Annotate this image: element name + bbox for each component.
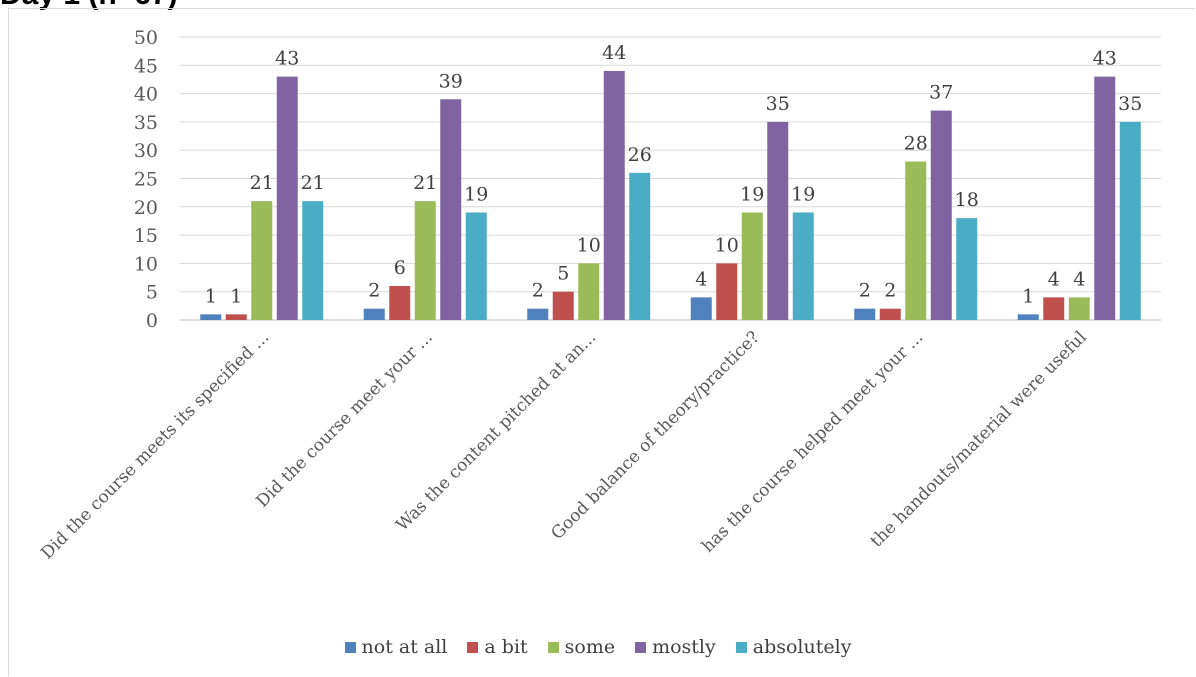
category-label: Was the content pitched at an... [392, 327, 600, 535]
data-label: 39 [439, 70, 463, 92]
data-label: 19 [791, 183, 815, 205]
bar [956, 218, 978, 320]
legend-swatch [467, 641, 479, 653]
page-title: Day 1 (n=67) [0, 0, 178, 12]
data-label: 35 [1118, 93, 1142, 115]
bar [792, 212, 814, 320]
legend-item: mostly [635, 636, 716, 658]
bar [389, 286, 411, 320]
data-label: 4 [1073, 268, 1085, 290]
legend-label: some [564, 636, 616, 658]
data-label: 43 [1093, 48, 1117, 70]
y-tick-label: 10 [134, 253, 158, 275]
bar [578, 263, 600, 320]
bar [200, 314, 222, 320]
data-label: 18 [955, 189, 979, 211]
data-label: 35 [766, 93, 790, 115]
data-label: 21 [301, 172, 325, 194]
data-label: 1 [230, 285, 242, 307]
bar [1017, 314, 1039, 320]
y-tick-label: 25 [134, 169, 158, 191]
bar [741, 212, 763, 320]
bar [1043, 297, 1065, 320]
data-label: 4 [1048, 268, 1060, 290]
data-label: 1 [1022, 285, 1034, 307]
data-label: 6 [394, 257, 406, 279]
y-tick-label: 30 [134, 140, 158, 162]
legend-swatch [344, 641, 356, 653]
data-label: 21 [413, 172, 437, 194]
data-label: 2 [532, 280, 544, 302]
bar [767, 121, 789, 321]
bar [414, 201, 436, 320]
bar [716, 263, 738, 320]
legend-swatch [635, 641, 647, 653]
data-label: 28 [904, 133, 928, 155]
legend-item: some [547, 636, 616, 658]
data-label: 10 [577, 234, 601, 256]
bar [879, 308, 901, 320]
legend-swatch [735, 641, 747, 653]
legend-label: absolutely [752, 636, 852, 658]
legend-label: not at all [361, 636, 448, 658]
legend-swatch [547, 641, 559, 653]
y-tick-label: 15 [134, 225, 158, 247]
bar [440, 99, 462, 320]
data-label: 5 [557, 263, 569, 285]
data-label: 21 [250, 172, 274, 194]
bar [552, 291, 574, 320]
category-label: Did the course meets its specified ... [37, 327, 273, 563]
data-label: 19 [464, 183, 488, 205]
data-label: 37 [929, 82, 953, 104]
data-label: 19 [740, 183, 764, 205]
bar [251, 201, 273, 320]
y-tick-label: 5 [146, 282, 158, 304]
bar [302, 201, 324, 320]
data-label: 10 [715, 234, 739, 256]
bar [527, 308, 549, 320]
bar [690, 297, 712, 320]
legend-label: mostly [652, 636, 716, 658]
y-tick-label: 40 [134, 84, 158, 106]
data-label: 4 [695, 268, 707, 290]
y-tick-label: 0 [146, 310, 158, 332]
data-label: 1 [205, 285, 217, 307]
y-tick-label: 50 [134, 27, 158, 49]
bar [1119, 121, 1141, 321]
legend-item: absolutely [735, 636, 852, 658]
chart-legend: not at all a bit some mostly absolutely [0, 636, 1196, 658]
y-tick-label: 45 [134, 55, 158, 77]
bar [363, 308, 385, 320]
bar [276, 76, 298, 321]
legend-label: a bit [484, 636, 528, 658]
bar [465, 212, 487, 320]
bar [1068, 297, 1090, 320]
bar [225, 314, 247, 320]
bar [629, 172, 651, 320]
data-label: 44 [602, 42, 626, 64]
bar [930, 110, 952, 320]
bar [854, 308, 876, 320]
data-label: 2 [368, 280, 380, 302]
data-label: 43 [275, 48, 299, 70]
bar [905, 161, 927, 320]
category-label: Did the course meet your ... [252, 327, 436, 511]
data-label: 2 [859, 280, 871, 302]
legend-item: not at all [344, 636, 448, 658]
chart-frame [8, 8, 1195, 676]
bar [603, 70, 625, 321]
y-tick-label: 35 [134, 112, 158, 134]
bar [1094, 76, 1116, 321]
data-label: 2 [884, 280, 896, 302]
y-tick-label: 20 [134, 197, 158, 219]
legend-item: a bit [467, 636, 528, 658]
data-label: 26 [628, 144, 652, 166]
